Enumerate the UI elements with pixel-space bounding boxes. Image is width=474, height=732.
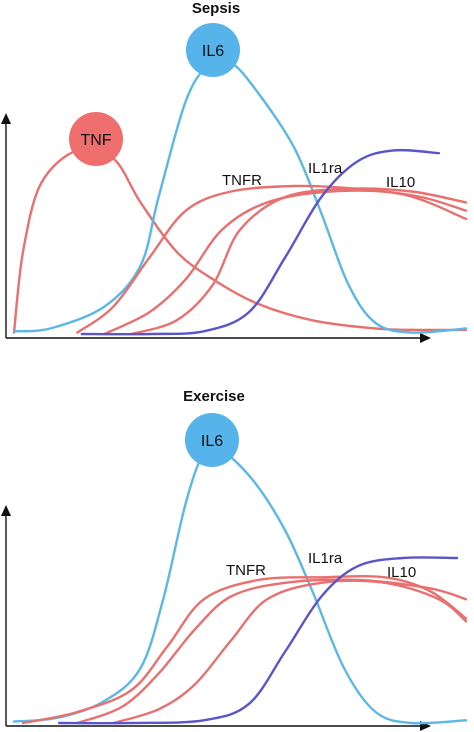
tnf-bubble — [69, 112, 123, 166]
unlabeled-3-curve — [103, 189, 468, 336]
exercise-series — [12, 445, 468, 725]
sepsis-panel: Sepsis TNF IL6 TNFR IL1ra IL10 — [1, 0, 468, 343]
il1ra-label: IL1ra — [308, 550, 343, 567]
il6-bubble — [186, 23, 240, 77]
tnfr-label: TNFR — [226, 562, 266, 579]
exercise-axes — [1, 505, 431, 731]
sepsis-series — [12, 58, 468, 336]
il10-curve — [80, 148, 441, 336]
exercise-panel: Exercise IL6 TNFR IL1ra IL10 — [1, 388, 468, 731]
exercise-y-arrow — [1, 505, 11, 516]
il10-label: IL10 — [386, 174, 415, 191]
il6-bubble — [185, 413, 239, 467]
exercise-title: Exercise — [183, 388, 245, 405]
tnfr-curve — [76, 184, 468, 334]
il10-curve — [58, 556, 459, 725]
sepsis-title: Sepsis — [192, 0, 240, 17]
il1ra-label: IL1ra — [308, 160, 343, 177]
il1ra-curve — [130, 187, 468, 336]
tnf-bubble-label: TNF — [80, 132, 111, 149]
il10-label: IL10 — [387, 564, 416, 581]
il6-bubble-label: IL6 — [202, 43, 224, 60]
il6-curve — [12, 58, 468, 334]
sepsis-axes — [1, 113, 431, 343]
tnfr-label: TNFR — [222, 172, 262, 189]
il6-bubble-label: IL6 — [201, 433, 223, 450]
sepsis-y-arrow — [1, 113, 11, 124]
tnf-curve — [12, 147, 468, 334]
tnfr-curve — [21, 574, 468, 725]
sepsis-x-arrow — [420, 333, 431, 343]
unlabeled-2-curve — [76, 578, 468, 725]
il1ra-curve — [112, 579, 468, 725]
